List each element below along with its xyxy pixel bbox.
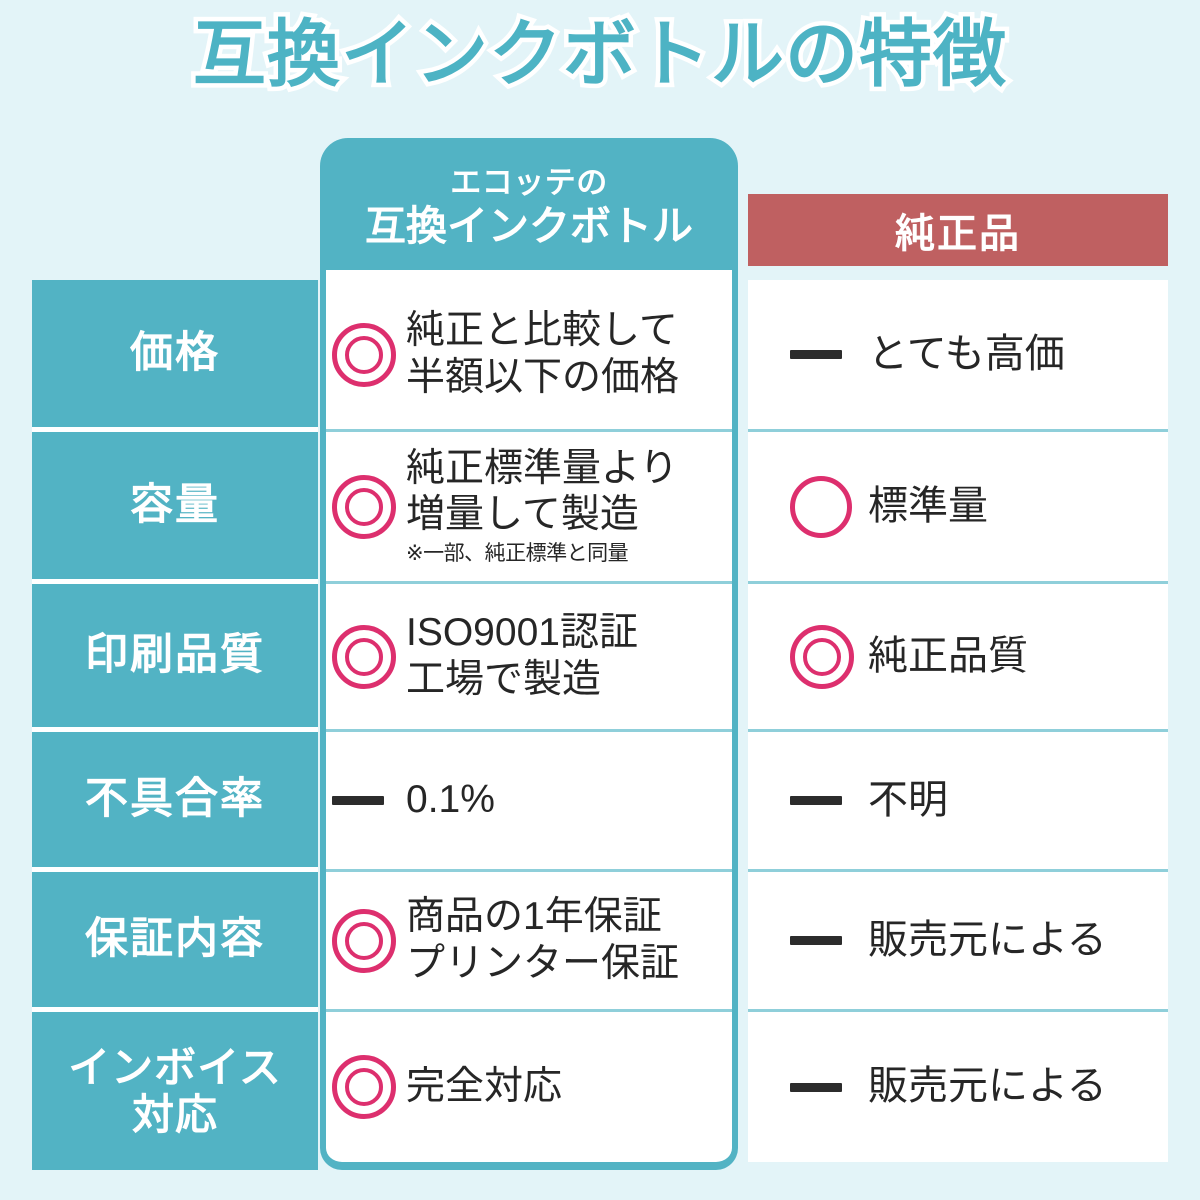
cell-text-block: 純正標準量より 増量して製造 ※一部、純正標準と同量 bbox=[406, 446, 678, 566]
mark-slot bbox=[790, 624, 868, 689]
row-label-text: 印刷品質 bbox=[85, 631, 265, 680]
cell-right-price: とても高価 bbox=[748, 280, 1168, 432]
cell-middle-defect-rate: 0.1% bbox=[326, 732, 732, 872]
row-label-text: 保証内容 bbox=[85, 915, 265, 964]
row-label-warranty: 保証内容 bbox=[32, 872, 318, 1012]
mark-slot bbox=[332, 796, 406, 805]
cell-text-line: 工場で製造 bbox=[406, 657, 602, 701]
page-title: 互換インクボトルの特徴 bbox=[189, 14, 1011, 96]
cell-middle-invoice-support: 完全対応 bbox=[326, 1012, 732, 1162]
cell-text-block: 純正と比較して 半額以下の価格 bbox=[406, 308, 679, 400]
double-circle-icon bbox=[790, 624, 854, 689]
double-circle-icon bbox=[332, 1055, 396, 1119]
cell-text-line: 標準量 bbox=[868, 483, 988, 528]
mark-slot bbox=[332, 1055, 406, 1119]
row-label-capacity: 容量 bbox=[32, 432, 318, 584]
mark-slot bbox=[332, 322, 406, 387]
cell-text-line: 増量して製造 bbox=[406, 493, 639, 537]
cell-text-line: 純正品質 bbox=[868, 633, 1028, 678]
row-label-text: 価格 bbox=[130, 329, 220, 378]
cell-text-line: 純正標準量より bbox=[406, 447, 679, 491]
dash-icon bbox=[790, 796, 842, 805]
mark-slot bbox=[790, 475, 868, 538]
cell-text-line: 販売元による bbox=[868, 1064, 1107, 1109]
double-circle-icon bbox=[332, 908, 396, 973]
mark-slot bbox=[790, 350, 868, 359]
cell-middle-warranty: 商品の1年保証 プリンター保証 bbox=[326, 872, 732, 1012]
middle-column-panel bbox=[320, 270, 738, 1170]
row-label-line: インボイス bbox=[68, 1043, 282, 1091]
double-circle-icon bbox=[332, 624, 396, 689]
cell-text-line: 純正と比較して bbox=[406, 309, 678, 353]
mark-slot bbox=[332, 624, 406, 689]
cell-text-line: 販売元による bbox=[868, 917, 1107, 962]
cell-text-line: 完全対応 bbox=[406, 1064, 563, 1108]
dash-icon bbox=[790, 350, 842, 359]
cell-right-capacity: 標準量 bbox=[748, 432, 1168, 584]
cell-right-defect-rate: 不明 bbox=[748, 732, 1168, 872]
single-circle-icon bbox=[790, 475, 852, 538]
dash-icon bbox=[332, 796, 384, 805]
cell-text-block: ISO9001認証 工場で製造 bbox=[406, 610, 638, 702]
cell-middle-capacity: 純正標準量より 増量して製造 ※一部、純正標準と同量 bbox=[326, 432, 732, 584]
mark-slot bbox=[790, 936, 868, 945]
cell-text-line: ISO9001認証 bbox=[406, 611, 638, 655]
cell-text-line: 商品の1年保証 bbox=[406, 895, 662, 939]
comparison-table: エコッテの 互換インクボトル 純正品 価格 純正と比較して 半額以下の価格 とて… bbox=[32, 138, 1168, 1170]
cell-footnote: ※一部、純正標準と同量 bbox=[406, 542, 629, 566]
page-title-container: 互換インクボトルの特徴 bbox=[0, 14, 1200, 96]
cell-right-print-quality: 純正品質 bbox=[748, 584, 1168, 732]
row-label-text: 容量 bbox=[130, 481, 220, 530]
double-circle-icon bbox=[332, 322, 396, 387]
dash-icon bbox=[790, 936, 842, 945]
cell-right-invoice-support: 販売元による bbox=[748, 1012, 1168, 1162]
mark-slot bbox=[332, 474, 406, 539]
mark-slot bbox=[790, 796, 868, 805]
cell-middle-price: 純正と比較して 半額以下の価格 bbox=[326, 280, 732, 432]
cell-text-line: とても高価 bbox=[868, 331, 1065, 376]
mark-slot bbox=[332, 908, 406, 973]
dash-icon bbox=[790, 1082, 842, 1092]
header-right: 純正品 bbox=[748, 194, 1168, 266]
row-label-defect-rate: 不具合率 bbox=[32, 732, 318, 872]
header-middle: エコッテの 互換インクボトル bbox=[320, 138, 738, 270]
header-middle-product: 互換インクボトル bbox=[365, 203, 693, 250]
double-circle-icon bbox=[332, 474, 396, 539]
cell-middle-print-quality: ISO9001認証 工場で製造 bbox=[326, 584, 732, 732]
row-label-price: 価格 bbox=[32, 280, 318, 432]
cell-text-line: プリンター保証 bbox=[406, 941, 680, 985]
row-label-print-quality: 印刷品質 bbox=[32, 584, 318, 732]
mark-slot bbox=[790, 1082, 868, 1092]
row-label-line: 対応 bbox=[131, 1091, 218, 1138]
row-label-text: 不具合率 bbox=[85, 775, 265, 824]
cell-text-block: 商品の1年保証 プリンター保証 bbox=[406, 894, 679, 986]
row-label-invoice-support: インボイス 対応 bbox=[32, 1012, 318, 1170]
header-middle-brand: エコッテの bbox=[450, 164, 608, 200]
cell-text-line: 半額以下の価格 bbox=[406, 355, 680, 399]
cell-text-line: 不明 bbox=[868, 777, 948, 822]
cell-right-warranty: 販売元による bbox=[748, 872, 1168, 1012]
row-label-text: インボイス 対応 bbox=[68, 1044, 282, 1138]
cell-text-line: 0.1% bbox=[406, 778, 495, 822]
